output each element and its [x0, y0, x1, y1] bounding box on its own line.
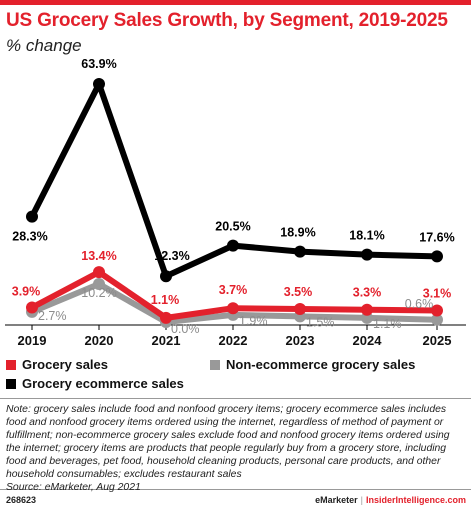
legend-swatch-black [6, 378, 16, 389]
data-point [26, 301, 38, 314]
x-tick-label: 2024 [353, 333, 383, 348]
legend-label: Grocery ecommerce sales [22, 376, 184, 391]
data-point [431, 250, 443, 263]
data-label: 1.1% [151, 293, 180, 307]
data-point [294, 245, 306, 258]
data-label: 18.1% [349, 229, 384, 243]
data-label: 13.4% [81, 249, 116, 263]
data-point [361, 311, 373, 324]
brand-credit: eMarketer | InsiderIntelligence.com [315, 495, 466, 505]
brand-separator: | [360, 495, 363, 505]
legend-item-non-ecommerce: Non-ecommerce grocery sales [210, 357, 415, 372]
legend: Grocery sales Non-ecommerce grocery sale… [6, 355, 466, 395]
legend-label: Non-ecommerce grocery sales [226, 357, 416, 372]
legend-item-ecommerce: Grocery ecommerce sales [6, 376, 184, 391]
data-point [294, 303, 306, 315]
series-lines [26, 78, 443, 328]
x-tick-label: 2023 [286, 333, 315, 348]
data-point [160, 311, 172, 324]
data-label: 3.7% [219, 283, 248, 297]
data-label: 10.2% [81, 286, 116, 300]
data-label: 18.9% [280, 226, 315, 240]
data-point [26, 210, 38, 223]
data-point [361, 303, 373, 316]
data-label: 63.9% [81, 57, 116, 71]
data-label: 3.9% [12, 285, 41, 299]
legend-swatch-gray [210, 359, 220, 370]
x-tick-label: 2022 [219, 333, 248, 348]
data-label: 12.3% [154, 249, 189, 263]
brand-insider-intelligence: InsiderIntelligence.com [365, 495, 466, 505]
footnote: Note: grocery sales include food and non… [0, 398, 471, 493]
brand-emarketer: eMarketer [315, 495, 358, 505]
data-label: 3.3% [353, 286, 382, 300]
chart-title: US Grocery Sales Growth, by Segment, 201… [6, 10, 448, 31]
chart-id: 268623 [6, 495, 37, 505]
x-tick-label: 2025 [423, 333, 452, 348]
source-text: Source: eMarketer, Aug 2021 [6, 482, 141, 493]
data-point [93, 78, 105, 90]
data-label: 0.0% [171, 322, 200, 336]
line-chart: 2019 2020 2021 2022 2023 2024 2025 28.3% 63.9% 1… [5, 57, 466, 348]
data-label: 3.5% [284, 285, 313, 299]
data-label: 3.1% [423, 287, 452, 301]
data-point [227, 239, 239, 252]
data-point [93, 266, 105, 279]
note-text: Note: grocery sales include food and non… [6, 404, 450, 480]
legend-label: Grocery sales [22, 357, 109, 372]
legend-item-grocery-sales: Grocery sales [6, 357, 108, 372]
data-label: 1.9% [239, 314, 268, 328]
data-label: 20.5% [215, 220, 250, 234]
data-label: 2.7% [38, 309, 67, 323]
data-label: 0.6% [405, 297, 434, 311]
data-label: 1.5% [306, 315, 335, 329]
data-point [431, 313, 443, 326]
data-point [160, 270, 172, 283]
footer: 268623 eMarketer | InsiderIntelligence.com [6, 495, 466, 505]
data-label: 28.3% [12, 230, 47, 244]
data-label: 1.1% [373, 317, 402, 331]
x-tick-label: 2019 [18, 333, 47, 348]
x-axis: 2019 2020 2021 2022 2023 2024 2025 [5, 324, 466, 348]
legend-swatch-red [6, 359, 16, 370]
data-point [431, 304, 443, 317]
data-point [227, 302, 239, 315]
x-tick-label: 2021 [152, 333, 181, 348]
data-point [93, 278, 105, 290]
top-accent-bar [0, 0, 471, 5]
data-labels: 28.3% 63.9% 12.3% 20.5% 18.9% 18.1% 17.6% 3.9% 1… [12, 57, 455, 336]
data-point [361, 248, 373, 261]
x-tick-label: 2020 [85, 333, 114, 348]
chart-subtitle: % change [6, 36, 82, 55]
data-label: 17.6% [419, 230, 454, 244]
